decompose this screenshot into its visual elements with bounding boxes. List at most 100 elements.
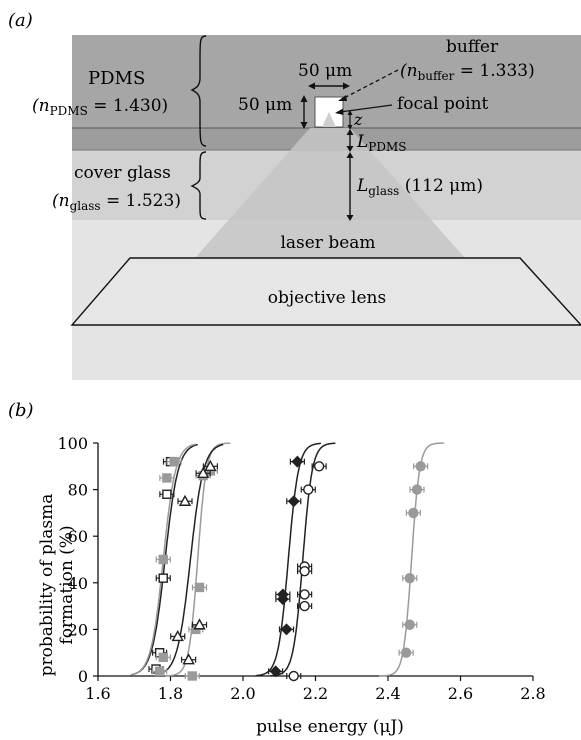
z-label: z [353,110,363,129]
x-axis-label: pulse energy (μJ) [256,717,404,737]
data-point [413,461,429,472]
y-tick-label: 20 [68,620,88,639]
buffer-refractive-index: (nbuffer = 1.333) [400,61,535,83]
square-marker [187,671,197,681]
circle-marker [288,670,299,682]
height-arrow-up-icon [300,95,308,102]
l-pdms-arrow-down-icon [346,146,354,152]
width-arrow-left-icon [308,82,315,90]
circle-marker [303,484,314,495]
circle-marker [415,461,426,472]
data-point [402,619,418,630]
data-point [170,629,186,642]
buffer-leader-arrowhead-icon [338,95,347,101]
y-axis-label-line1: probability of plasma [37,494,57,677]
x-tick-label: 2.6 [448,684,473,703]
triangle-marker [182,653,195,665]
y-tick-label: 100 [57,434,88,453]
triangle-marker [193,618,206,630]
glass-label: cover glass [74,163,171,183]
circle-marker [299,600,310,612]
data-point [177,494,193,506]
chart-axes: 1.6 1.8 2.0 2.2 2.4 2.6 2.8 0 20 40 60 80 100 [57,434,545,703]
triangle-marker [196,466,210,478]
l-pdms-label: LPDMS [356,132,407,154]
x-tick-label: 2.0 [230,684,255,703]
data-point [275,593,291,606]
channel-height-label: 50 μm [238,95,292,115]
l-glass-arrow-down-icon [346,215,354,221]
triangle-marker [204,459,217,472]
data-point [155,554,171,565]
width-arrow-right-icon [343,82,350,90]
data-point [195,466,211,478]
diamond-marker [287,495,300,508]
diamond-marker [276,593,289,606]
data-point [278,623,295,636]
focus-cone-icon [322,112,336,127]
pdms-label: PDMS [88,68,145,89]
y-axis-label-line2: formation (%) [57,525,77,644]
circle-marker [411,484,423,495]
x-tick-label: 1.6 [85,684,110,703]
data-point [405,507,421,519]
triangle-marker [171,629,184,642]
y-tick-label: 60 [68,527,88,546]
data-point [159,489,175,499]
panel-label-a: (a) [8,10,33,31]
diamond-marker [269,665,282,678]
objective-lens [70,257,581,326]
fit-curve [157,443,224,676]
data-point [155,652,171,663]
focal-point-label: focal point [397,94,489,114]
data-point [181,653,197,665]
x-tick-label: 1.8 [158,684,183,703]
data-point [289,455,305,468]
diamond-marker [291,455,304,468]
height-arrow-down-icon [300,122,308,129]
data-point [286,495,302,508]
schematic-diagram: (a) PDMS (nPDMS = 1.430) cover glass (ng… [8,10,581,380]
objective-lens-label: objective lens [268,288,386,308]
glass-refractive-index: (nglass = 1.523) [52,191,181,213]
z-arrow-up-icon [347,110,353,115]
x-tick-label: 2.2 [303,684,328,703]
square-marker [162,489,172,499]
data-point [311,461,327,472]
data-point [166,456,182,467]
square-marker [158,554,168,565]
square-marker [194,582,205,593]
l-glass-arrow-up-icon [346,152,354,158]
square-marker [169,456,179,467]
buffer-leader-line [341,69,399,100]
data-point [297,565,313,577]
data-point [159,473,175,483]
square-marker [158,652,168,663]
circle-marker [408,507,419,519]
buffer-label: buffer [446,37,499,57]
focal-point-leader [339,104,393,113]
z-arrow-down-icon [347,125,353,130]
data-point [297,600,313,612]
circle-marker [299,589,310,600]
circle-marker [299,565,310,577]
data-point [191,618,208,630]
fit-curve [255,442,321,677]
y-tick-label: 40 [68,574,88,593]
circle-marker [404,619,415,630]
data-point [286,670,302,682]
data-point [268,665,284,678]
data-point [184,671,200,681]
laser-beam-label: laser beam [280,233,375,253]
data-point [398,647,414,658]
fit-curve [378,442,445,677]
data-point [152,666,168,677]
data-point [402,572,418,584]
square-marker [162,473,172,483]
l-glass-label: Lglass (112 μm) [356,176,483,198]
data-point [409,484,425,495]
pdms-brace-icon [190,35,207,147]
panel-label-b: (b) [8,400,34,421]
data-points [148,455,429,682]
data-point [300,484,316,495]
